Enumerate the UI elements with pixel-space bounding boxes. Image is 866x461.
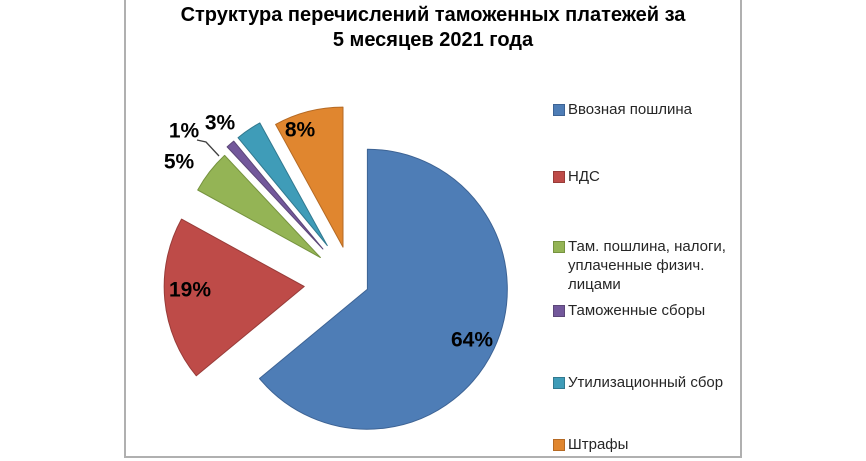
chart-title: Структура перечислений таможенных платеж… xyxy=(124,3,742,53)
slice-value-label-5: 3% xyxy=(205,112,236,135)
pie-slice-2 xyxy=(163,218,305,377)
slice-value-label-4: 1% xyxy=(169,120,200,143)
label-leader-line xyxy=(196,139,220,157)
chart-title-line-2: 5 месяцев 2021 года xyxy=(332,29,534,51)
pie-slice-6 xyxy=(275,106,344,248)
pie-slice-3 xyxy=(197,154,321,258)
slice-value-label-1: 64% xyxy=(451,329,493,352)
pie-slice-1 xyxy=(259,148,508,430)
slice-value-label-3: 5% xyxy=(164,151,195,174)
slice-value-label-6: 8% xyxy=(285,119,316,142)
pie-slice-5 xyxy=(237,122,328,247)
pie-slice-4 xyxy=(226,140,324,250)
slice-value-label-2: 19% xyxy=(169,279,211,302)
chart-title-line-1: Структура перечислений таможенных платеж… xyxy=(180,4,686,26)
